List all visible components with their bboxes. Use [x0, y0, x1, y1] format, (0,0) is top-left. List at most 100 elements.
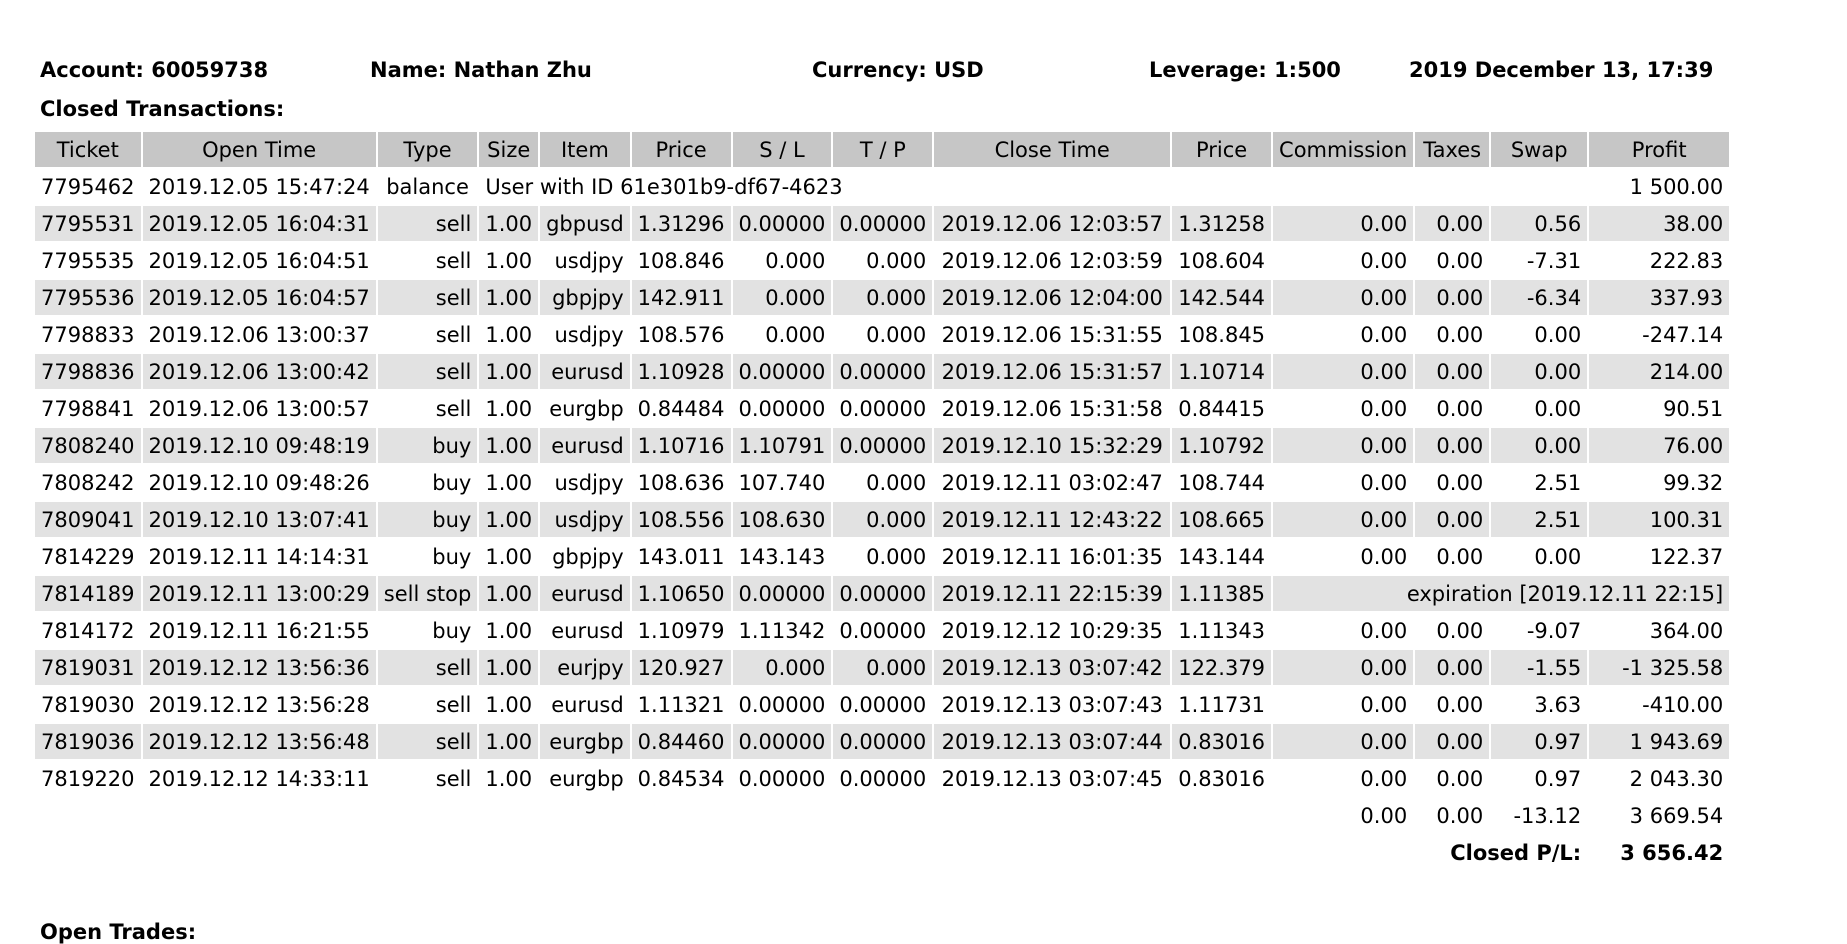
open-cell: 2019.12.11 13:00:29 — [142, 576, 376, 611]
open-cell: 2019.12.12 13:56:28 — [142, 687, 376, 722]
cprice-cell: 108.744 — [1172, 465, 1272, 500]
column-header: Commission — [1273, 132, 1414, 167]
price-cell: 1.10716 — [631, 428, 731, 463]
ticket-cell: 7814229 — [35, 539, 141, 574]
open-trades-title: Open Trades: — [40, 920, 197, 944]
price-cell: 108.846 — [631, 243, 731, 278]
column-header: Price — [631, 132, 731, 167]
price-cell: 0.84534 — [631, 761, 731, 796]
open-cell: 2019.12.12 14:33:11 — [142, 761, 376, 796]
blank-cell — [35, 835, 1272, 870]
close-cell: 2019.12.13 03:07:42 — [934, 650, 1171, 685]
column-header: S / L — [732, 132, 832, 167]
profit-cell: 364.00 — [1589, 613, 1730, 648]
open-time-cell: 2019.12.05 15:47:24 — [142, 169, 376, 204]
cprice-cell: 108.604 — [1172, 243, 1272, 278]
tax-cell: 0.00 — [1415, 650, 1490, 685]
swap-cell: -7.31 — [1491, 243, 1588, 278]
tax-cell: 0.00 — [1415, 243, 1490, 278]
cprice-cell: 0.83016 — [1172, 724, 1272, 759]
ticket-cell: 7798841 — [35, 391, 141, 426]
comm-cell: 0.00 — [1273, 650, 1414, 685]
sl-cell: 0.000 — [732, 280, 832, 315]
table-row: 7795536 2019.12.05 16:04:57 sell 1.00 gbpjpy… — [35, 280, 1730, 315]
sl-cell: 108.630 — [732, 502, 832, 537]
ticket-cell: 7795535 — [35, 243, 141, 278]
table-row: 7819036 2019.12.12 13:56:48 sell 1.00 eurgbp… — [35, 724, 1730, 759]
totals-row: 0.00 0.00 -13.12 3 669.54 — [35, 798, 1730, 833]
close-cell: 2019.12.13 03:07:45 — [934, 761, 1171, 796]
tax-cell: 0.00 — [1415, 317, 1490, 352]
open-cell: 2019.12.05 16:04:31 — [142, 206, 376, 241]
type-cell: sell — [377, 687, 478, 722]
balance-comment-cell: User with ID 61e301b9-df67-4623 — [479, 169, 1588, 204]
ticket-cell: 7814172 — [35, 613, 141, 648]
item-cell: eurgbp — [540, 391, 630, 426]
column-header: Profit — [1589, 132, 1730, 167]
comm-cell: 0.00 — [1273, 317, 1414, 352]
close-cell: 2019.12.13 03:07:44 — [934, 724, 1171, 759]
closed-pl-value: 3 656.42 — [1589, 835, 1730, 870]
price-cell: 120.927 — [631, 650, 731, 685]
open-cell: 2019.12.10 13:07:41 — [142, 502, 376, 537]
column-header: T / P — [833, 132, 933, 167]
ticket-cell: 7819220 — [35, 761, 141, 796]
leverage-label: Leverage: 1:500 — [1149, 58, 1341, 82]
swap-cell: 0.00 — [1491, 354, 1588, 389]
table-row: 7795462 2019.12.05 15:47:24 balance User wi… — [35, 169, 1730, 204]
item-cell: eurgbp — [540, 761, 630, 796]
item-cell: gbpjpy — [540, 280, 630, 315]
name-label: Name: Nathan Zhu — [370, 58, 592, 82]
column-header: Ticket — [35, 132, 141, 167]
swap-cell: 2.51 — [1491, 465, 1588, 500]
tp-cell: 0.00000 — [833, 576, 933, 611]
table-row: 7814189 2019.12.11 13:00:29 sell stop 1.00 e… — [35, 576, 1730, 611]
open-cell: 2019.12.06 13:00:37 — [142, 317, 376, 352]
type-cell: buy — [377, 539, 478, 574]
tax-cell: 0.00 — [1415, 724, 1490, 759]
comm-cell: 0.00 — [1273, 206, 1414, 241]
column-header: Size — [479, 132, 539, 167]
table-row: 7814229 2019.12.11 14:14:31 buy 1.00 gbpjpy 1… — [35, 539, 1730, 574]
cprice-cell: 1.11343 — [1172, 613, 1272, 648]
open-cell: 2019.12.10 09:48:26 — [142, 465, 376, 500]
price-cell: 108.636 — [631, 465, 731, 500]
tax-cell: 0.00 — [1415, 465, 1490, 500]
profit-cell: 1 943.69 — [1589, 724, 1730, 759]
profit-cell: 337.93 — [1589, 280, 1730, 315]
price-cell: 108.576 — [631, 317, 731, 352]
closed-transactions-title: Closed Transactions: — [40, 97, 285, 121]
close-cell: 2019.12.06 12:03:59 — [934, 243, 1171, 278]
report-datetime: 2019 December 13, 17:39 — [1409, 58, 1714, 82]
item-cell: usdjpy — [540, 465, 630, 500]
comm-cell: 0.00 — [1273, 280, 1414, 315]
swap-cell: 0.00 — [1491, 317, 1588, 352]
price-cell: 1.11321 — [631, 687, 731, 722]
tax-cell: 0.00 — [1415, 354, 1490, 389]
closed-pl-row: Closed P/L: 3 656.42 — [35, 835, 1730, 870]
tp-cell: 0.00000 — [833, 354, 933, 389]
type-cell: sell — [377, 761, 478, 796]
size-cell: 1.00 — [479, 613, 539, 648]
sl-cell: 0.00000 — [732, 354, 832, 389]
comm-cell: 0.00 — [1273, 761, 1414, 796]
ticket-cell: 7819030 — [35, 687, 141, 722]
open-cell: 2019.12.06 13:00:42 — [142, 354, 376, 389]
cprice-cell: 1.11731 — [1172, 687, 1272, 722]
table-row: 7798833 2019.12.06 13:00:37 sell 1.00 usdjpy… — [35, 317, 1730, 352]
size-cell: 1.00 — [479, 243, 539, 278]
profit-cell: -247.14 — [1589, 317, 1730, 352]
cprice-cell: 0.84415 — [1172, 391, 1272, 426]
tax-cell: 0.00 — [1415, 539, 1490, 574]
size-cell: 1.00 — [479, 576, 539, 611]
sl-cell: 1.11342 — [732, 613, 832, 648]
item-cell: eurusd — [540, 428, 630, 463]
cprice-cell: 1.31258 — [1172, 206, 1272, 241]
ticket-cell: 7798836 — [35, 354, 141, 389]
profit-cell: -1 325.58 — [1589, 650, 1730, 685]
swap-cell: 0.97 — [1491, 761, 1588, 796]
sl-cell: 143.143 — [732, 539, 832, 574]
sl-cell: 0.00000 — [732, 724, 832, 759]
ticket-cell: 7808240 — [35, 428, 141, 463]
type-cell: sell stop — [377, 576, 478, 611]
